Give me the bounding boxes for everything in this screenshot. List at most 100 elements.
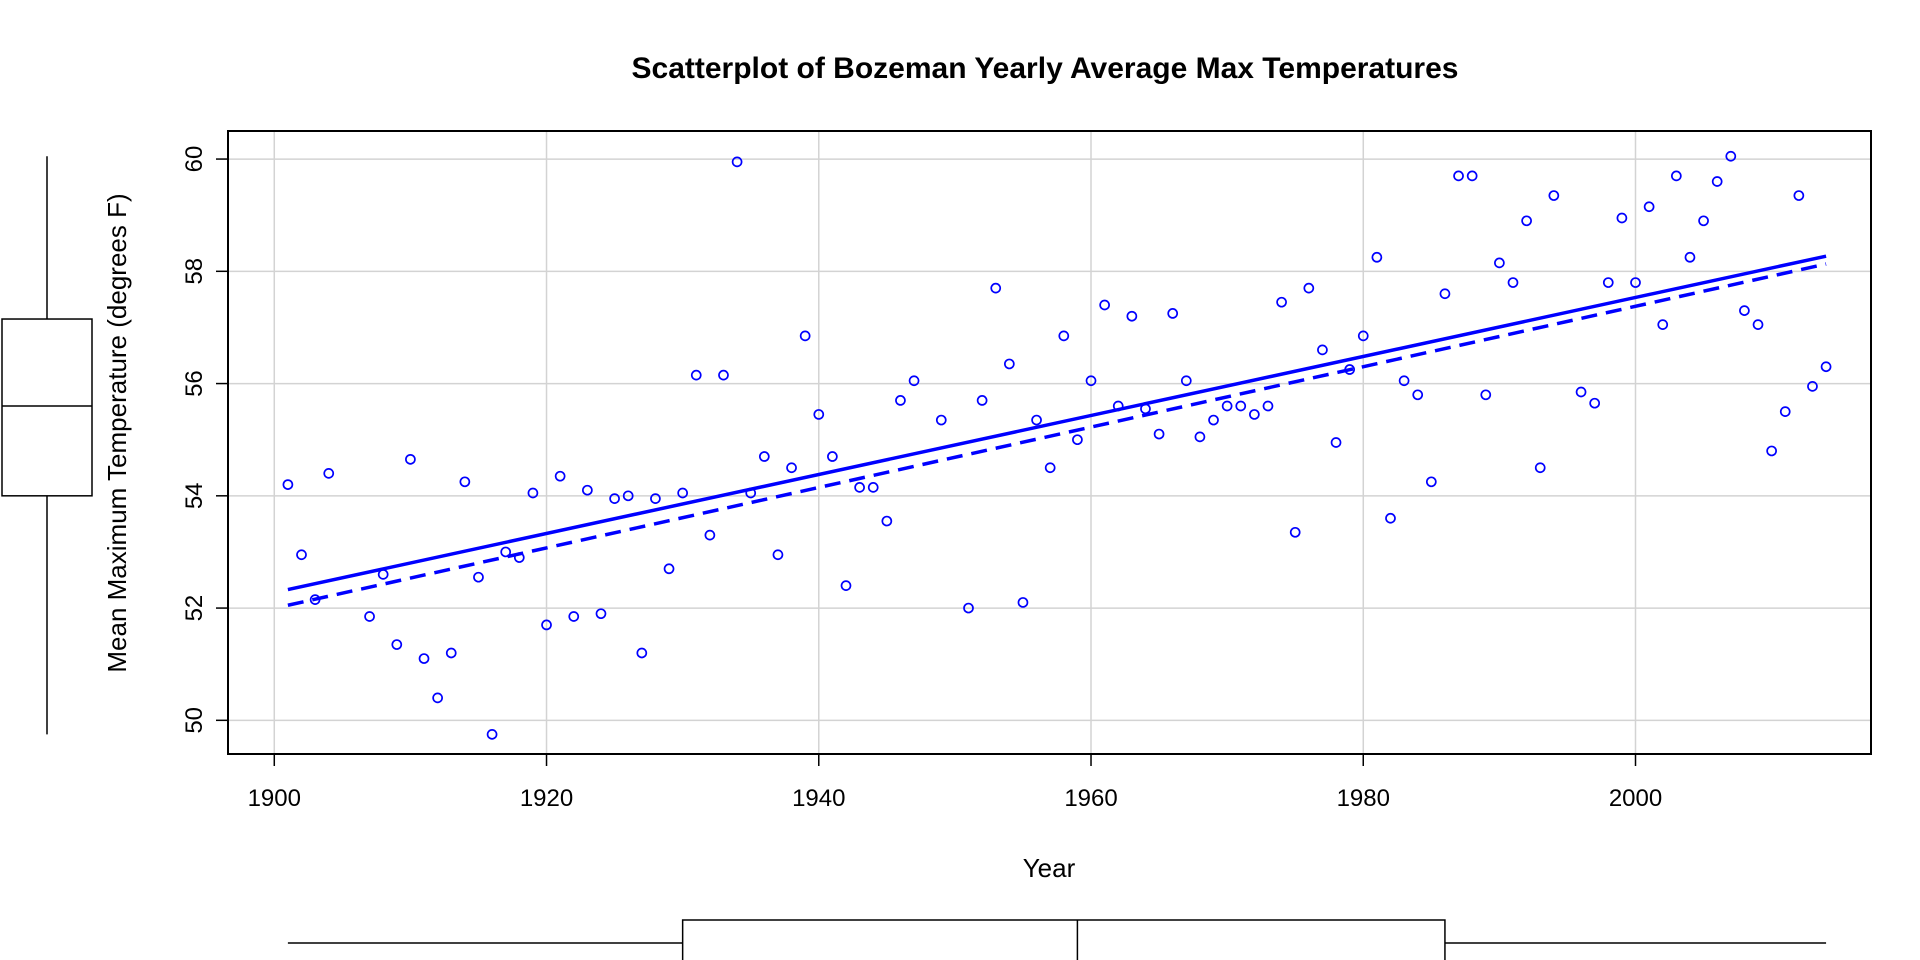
data-point [1085, 375, 1097, 387]
x-axis: 1900 1920 1940 1960 1980 2000 [248, 753, 1662, 812]
data-point [1548, 190, 1560, 201]
data-points [282, 150, 1832, 740]
data-point [1684, 251, 1696, 263]
data-point [1439, 288, 1451, 300]
data-point [309, 594, 321, 606]
data-point [486, 729, 498, 740]
data-point [1371, 251, 1383, 263]
data-point [1317, 344, 1328, 356]
data-point [1194, 431, 1206, 443]
data-point [718, 369, 729, 381]
data-point [772, 549, 784, 561]
data-point [1779, 406, 1791, 417]
data-point [1466, 170, 1478, 182]
data-point [323, 468, 335, 479]
data-point [1180, 375, 1192, 387]
data-point [1643, 201, 1655, 213]
data-point [1494, 257, 1505, 269]
data-point [1766, 445, 1777, 457]
data-point [636, 647, 648, 659]
data-point [881, 515, 893, 527]
data-point [296, 549, 307, 561]
data-point [473, 571, 484, 583]
data-point [622, 490, 634, 502]
data-point [459, 476, 471, 488]
data-point [1698, 215, 1709, 227]
data-point [908, 375, 920, 387]
x-boxplot-box [681, 919, 1446, 960]
data-point [405, 453, 416, 465]
data-point [799, 330, 811, 342]
y-axis: 50 52 54 56 58 60 [181, 146, 229, 734]
data-point [1425, 476, 1437, 488]
data-point [867, 482, 879, 493]
data-point [895, 395, 906, 406]
data-point [445, 647, 457, 659]
data-point [1357, 330, 1369, 342]
y-tick-label: 58 [181, 258, 208, 285]
data-point [650, 493, 661, 504]
data-point [1739, 305, 1750, 316]
data-point [1140, 403, 1151, 415]
data-point [377, 569, 389, 580]
data-point [1575, 386, 1587, 398]
y-tick-label: 54 [181, 482, 208, 509]
data-point [1507, 277, 1519, 288]
data-point [418, 653, 430, 664]
data-point [840, 580, 852, 591]
data-point [1126, 310, 1138, 322]
data-point [1711, 176, 1723, 187]
data-point [1289, 526, 1301, 538]
data-point [391, 639, 403, 650]
data-point [1534, 462, 1546, 474]
data-point [1167, 308, 1179, 319]
data-point [731, 156, 743, 168]
data-point [1412, 389, 1424, 401]
x-axis-label: Year [1023, 853, 1076, 883]
data-point [1044, 462, 1056, 474]
data-point [1398, 375, 1410, 387]
data-point [935, 414, 947, 426]
data-point [1344, 364, 1356, 375]
data-point [1058, 330, 1070, 342]
data-point [745, 487, 757, 499]
x-tick-label: 1920 [520, 785, 573, 812]
data-point [1820, 361, 1832, 373]
data-point [1807, 381, 1818, 392]
data-point [990, 282, 1002, 294]
data-point [364, 611, 375, 622]
data-point [1153, 428, 1165, 440]
data-point [1303, 282, 1315, 294]
x-tick-label: 1900 [248, 785, 301, 812]
data-point [595, 608, 607, 620]
data-point [1616, 212, 1628, 224]
data-point [663, 563, 675, 575]
data-point [500, 546, 512, 558]
data-point [1235, 400, 1247, 412]
y-tick-label: 56 [181, 370, 208, 397]
y-boxplot [1, 156, 93, 735]
x-boxplot [287, 919, 1827, 960]
data-point [827, 451, 838, 462]
data-point [1453, 170, 1464, 182]
data-point [1670, 170, 1682, 182]
y-tick-label: 50 [181, 707, 208, 734]
y-boxplot-box [1, 318, 93, 497]
data-point [1752, 319, 1764, 330]
data-point [1480, 389, 1492, 401]
data-point [1249, 409, 1260, 420]
data-point [1521, 215, 1532, 227]
data-point [1657, 319, 1669, 330]
data-point [568, 611, 580, 622]
data-point [1262, 400, 1274, 412]
data-point [513, 552, 525, 563]
data-point [813, 409, 825, 420]
data-point [1031, 414, 1042, 426]
data-point [786, 462, 797, 474]
fit-lines [287, 254, 1827, 607]
data-point [1276, 296, 1287, 308]
data-point [1072, 434, 1083, 446]
regression-line [287, 254, 1827, 592]
data-point [609, 493, 620, 504]
